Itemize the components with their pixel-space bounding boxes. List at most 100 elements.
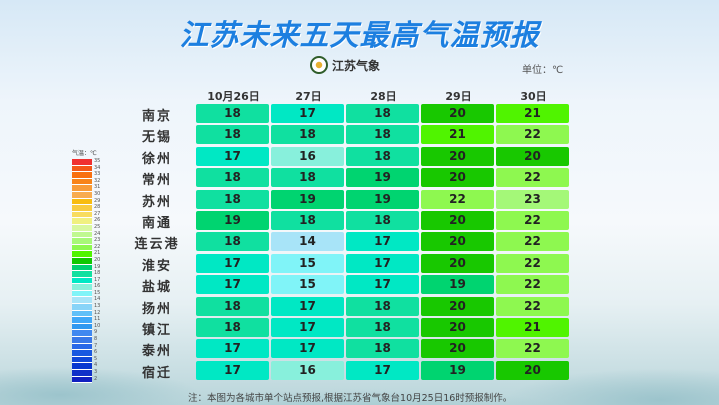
city-label: 泰州 bbox=[141, 344, 172, 360]
legend-swatch: 7 bbox=[72, 343, 97, 351]
city-label: 镇江 bbox=[141, 323, 172, 338]
temp-cell: 22 bbox=[496, 275, 569, 295]
temp-cell: 22 bbox=[496, 125, 569, 145]
temp-cell: 18 bbox=[346, 339, 419, 359]
legend-swatch: 23 bbox=[72, 237, 100, 245]
temp-cell: 20 bbox=[421, 339, 494, 359]
legend-swatch: 3 bbox=[72, 369, 97, 377]
date-header: 27日 bbox=[295, 90, 322, 103]
legend-label: 25 bbox=[94, 223, 101, 230]
legend-swatch: 18 bbox=[72, 270, 100, 278]
city-label: 常州 bbox=[141, 173, 172, 189]
legend-swatch: 20 bbox=[72, 257, 100, 265]
legend-swatch: 25 bbox=[72, 224, 100, 232]
legend-label: 13 bbox=[94, 303, 101, 310]
legend-swatch: 26 bbox=[72, 217, 100, 225]
temp-cell: 18 bbox=[196, 296, 269, 316]
temp-cell: 19 bbox=[346, 168, 419, 188]
temp-cell: 22 bbox=[496, 296, 569, 316]
temp-cell: 17 bbox=[346, 253, 419, 273]
temp-cell: 15 bbox=[271, 253, 344, 273]
temp-cell: 18 bbox=[196, 168, 269, 188]
date-header: 28日 bbox=[370, 90, 397, 103]
temp-cell: 20 bbox=[421, 104, 494, 123]
temp-cell: 17 bbox=[196, 339, 269, 359]
temp-cell: 22 bbox=[496, 211, 569, 230]
city-label: 南通 bbox=[141, 216, 172, 231]
legend-swatch: 33 bbox=[72, 171, 100, 179]
temp-cell: 17 bbox=[346, 360, 419, 380]
temp-cell: 22 bbox=[496, 168, 569, 188]
legend-label: 14 bbox=[94, 296, 101, 303]
legend-label: 24 bbox=[94, 230, 101, 237]
legend-swatch: 28 bbox=[72, 204, 100, 212]
legend-label: 17 bbox=[94, 276, 101, 283]
temp-cell: 18 bbox=[271, 168, 344, 188]
footnote: 注：本图为各城市单个站点预报,根据江苏省气象台10月25日16时预报制作。 bbox=[188, 393, 513, 404]
legend-swatch: 6 bbox=[72, 349, 97, 357]
legend-label: 6 bbox=[94, 349, 98, 356]
legend-label: 33 bbox=[94, 171, 101, 178]
city-label: 宿迁 bbox=[141, 365, 172, 381]
temp-cell: 16 bbox=[271, 146, 344, 166]
legend-swatch: 13 bbox=[72, 303, 100, 311]
temp-cell: 17 bbox=[196, 275, 269, 295]
legend-label: 10 bbox=[94, 322, 101, 329]
temp-cell: 21 bbox=[496, 318, 569, 337]
temp-cell: 18 bbox=[346, 104, 419, 123]
legend-swatch: 5 bbox=[72, 356, 97, 364]
date-header: 10月26日 bbox=[207, 90, 260, 103]
temp-cell: 21 bbox=[496, 104, 569, 123]
legend-label: 5 bbox=[94, 355, 98, 362]
temp-cell: 20 bbox=[421, 232, 494, 252]
legend-swatch: 31 bbox=[72, 184, 100, 192]
city-label: 南京 bbox=[141, 109, 172, 124]
temp-cell: 18 bbox=[196, 125, 269, 145]
city-label: 淮安 bbox=[141, 258, 172, 274]
logo: 江苏气象 bbox=[310, 56, 380, 74]
temp-cell: 19 bbox=[346, 189, 419, 209]
date-header: 29日 bbox=[445, 90, 472, 103]
temp-cell: 19 bbox=[271, 189, 344, 209]
legend-swatch: 9 bbox=[72, 329, 97, 338]
city-label: 盐城 bbox=[141, 280, 172, 296]
temp-cell: 20 bbox=[421, 211, 494, 230]
legend-label: 23 bbox=[94, 237, 101, 244]
temp-cell: 18 bbox=[196, 189, 269, 209]
temp-cell: 17 bbox=[196, 253, 269, 273]
city-label: 徐州 bbox=[141, 151, 172, 167]
legend-label: 4 bbox=[94, 362, 98, 369]
date-header: 30日 bbox=[520, 90, 547, 103]
temp-cell: 18 bbox=[196, 318, 269, 337]
legend-label: 31 bbox=[94, 184, 101, 191]
temp-cell: 18 bbox=[196, 232, 269, 252]
legend-label: 30 bbox=[94, 190, 101, 197]
legend-label: 22 bbox=[94, 243, 101, 250]
legend-label: 19 bbox=[94, 263, 101, 270]
temp-cell: 17 bbox=[271, 339, 344, 359]
logo-text: 江苏气象 bbox=[332, 58, 381, 73]
legend-swatch: 27 bbox=[72, 211, 100, 219]
temp-cell: 20 bbox=[421, 253, 494, 273]
temp-cell: 22 bbox=[496, 339, 569, 359]
legend-label: 18 bbox=[94, 270, 101, 277]
legend-swatch: 17 bbox=[72, 277, 100, 285]
temp-cell: 20 bbox=[421, 318, 494, 337]
legend-label: 35 bbox=[94, 158, 101, 164]
color-legend: 气温：℃ 35 34 33 32 31 30 29 28 27 26 25 24 23 22 21 20 19 18… bbox=[72, 148, 101, 384]
temp-cell: 16 bbox=[271, 360, 344, 380]
legend-swatch: 2 bbox=[72, 376, 97, 384]
legend-swatch: 12 bbox=[72, 310, 100, 318]
legend-label: 9 bbox=[94, 329, 98, 336]
city-label: 连云港 bbox=[134, 237, 180, 253]
temp-cell: 19 bbox=[196, 211, 269, 230]
temp-cell: 20 bbox=[421, 146, 494, 166]
temp-cell: 18 bbox=[271, 125, 344, 145]
legend-label: 16 bbox=[94, 283, 101, 290]
legend-label: 27 bbox=[94, 210, 101, 217]
temp-cell: 17 bbox=[346, 275, 419, 295]
temp-cell: 22 bbox=[421, 189, 494, 209]
legend-swatch: 14 bbox=[72, 296, 100, 305]
temp-cell: 17 bbox=[346, 232, 419, 252]
temp-cell: 19 bbox=[421, 360, 494, 380]
